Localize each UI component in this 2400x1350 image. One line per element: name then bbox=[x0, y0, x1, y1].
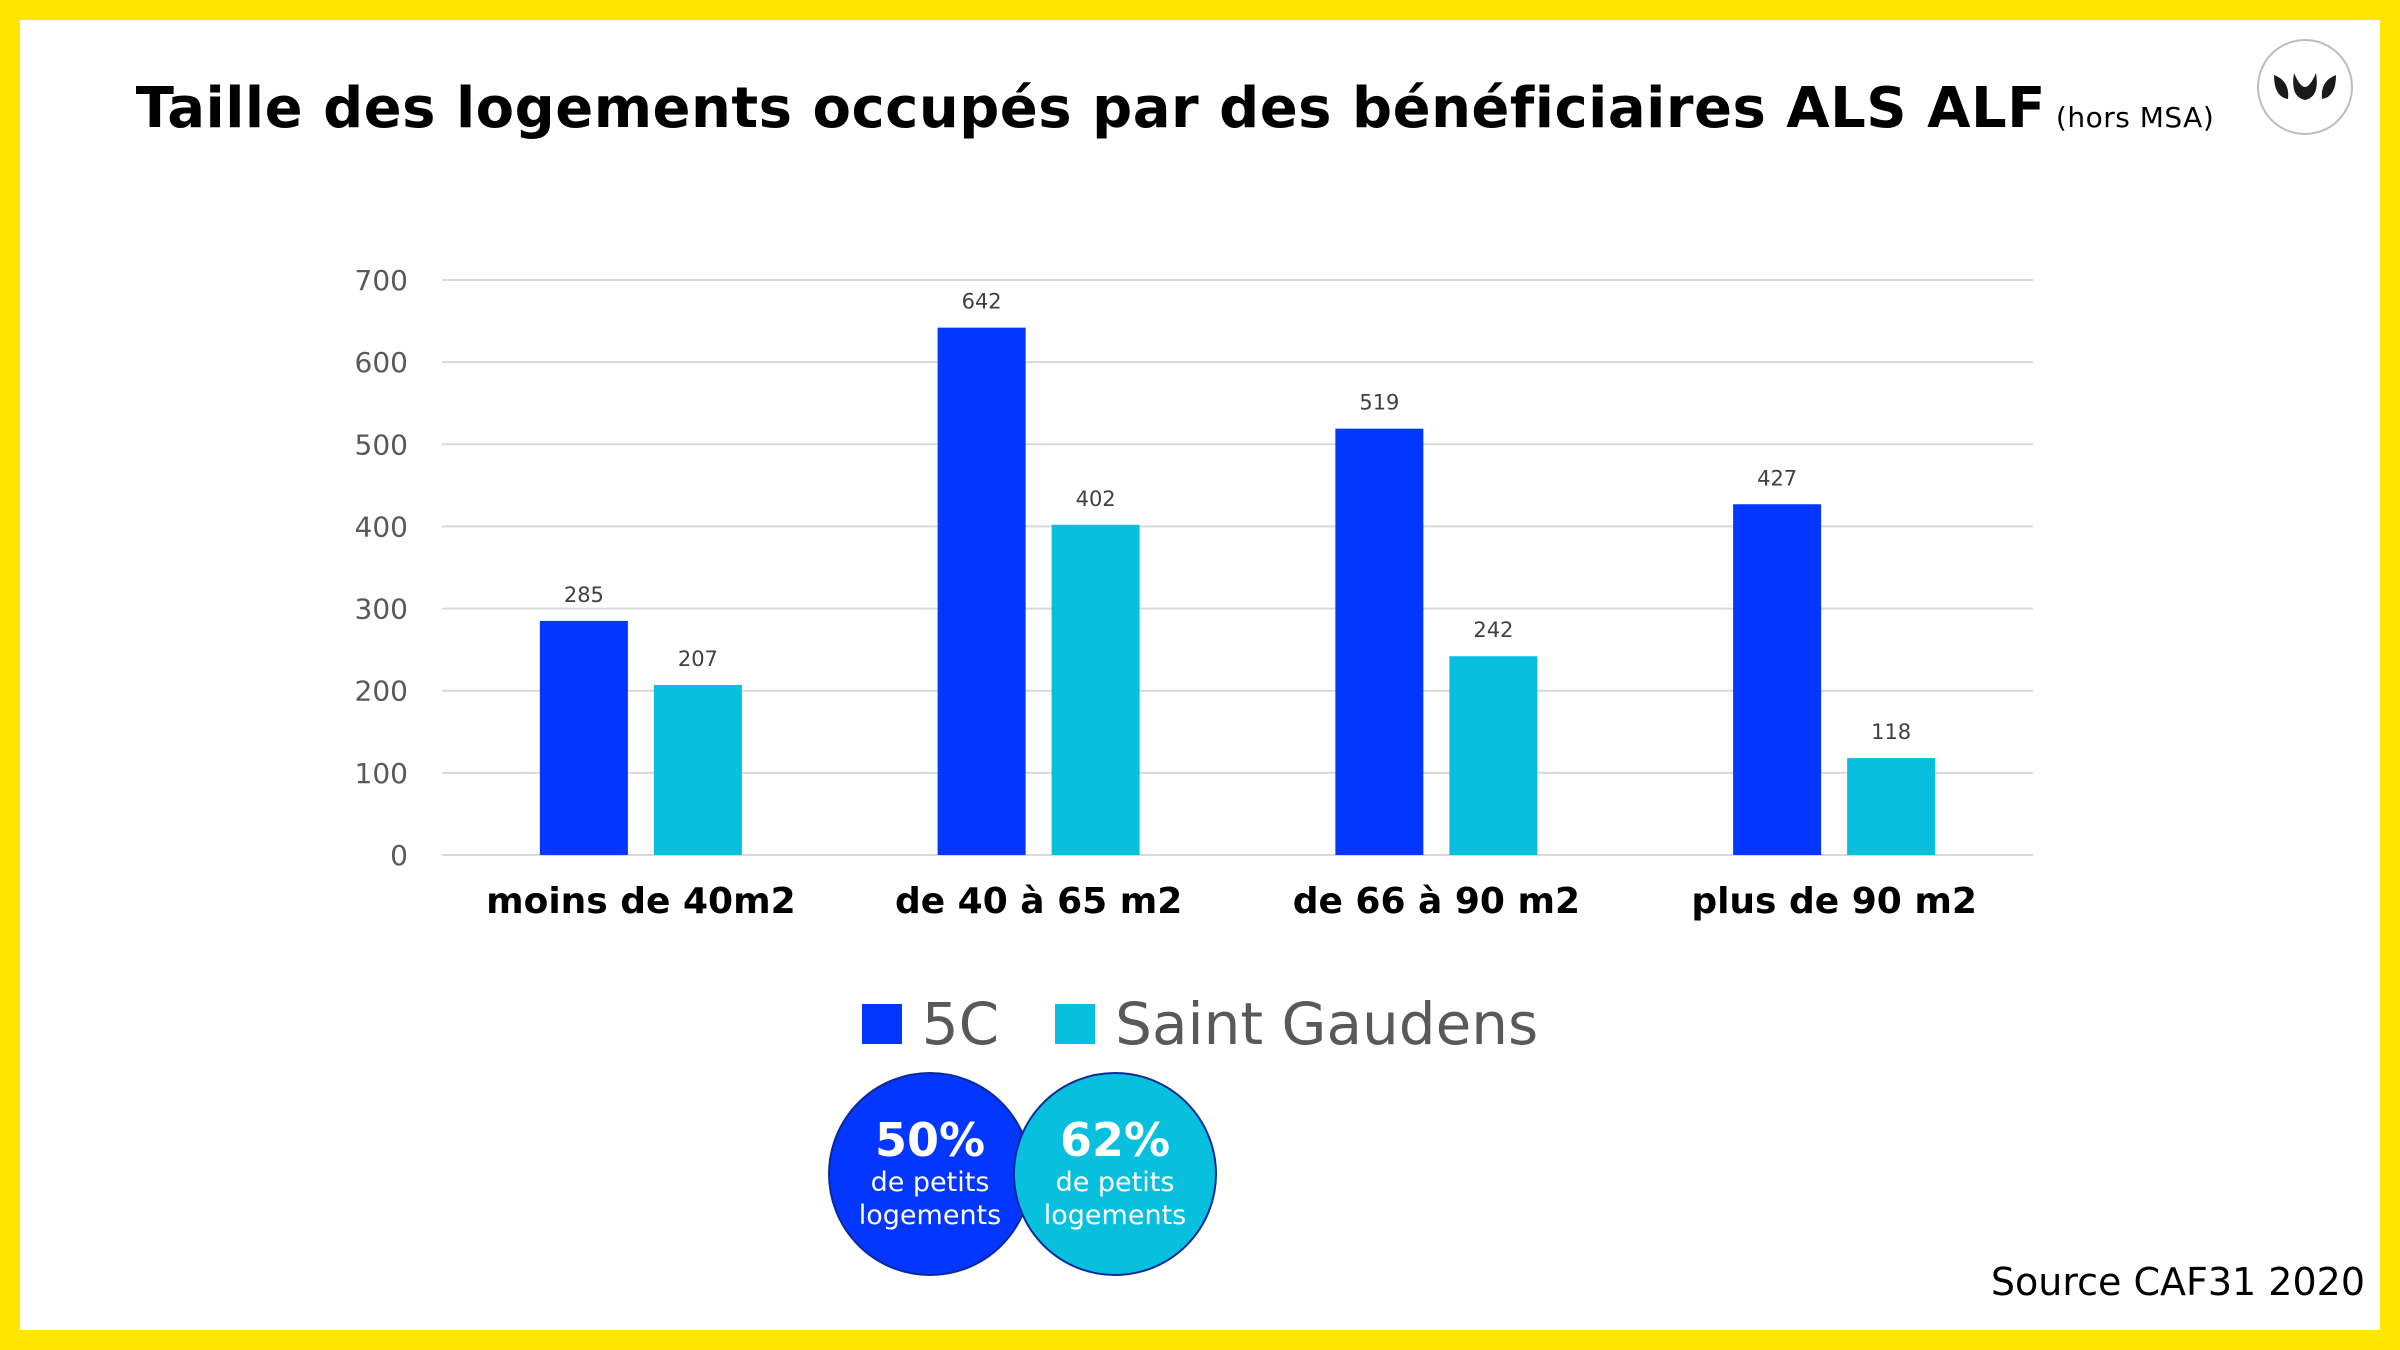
y-tick-label: 500 bbox=[355, 428, 408, 461]
data-label: 427 bbox=[1757, 466, 1797, 490]
data-label: 207 bbox=[678, 647, 718, 671]
highlight-bubble-saint-gaudens: 62% de petits logements bbox=[1013, 1072, 1217, 1276]
bar-5c bbox=[1733, 504, 1822, 855]
data-label: 285 bbox=[564, 583, 604, 607]
y-tick-label: 200 bbox=[355, 675, 408, 708]
data-label: 402 bbox=[1076, 487, 1116, 511]
bar-saint-gaudens bbox=[1449, 656, 1538, 855]
x-tick-label: moins de 40m2 bbox=[486, 881, 796, 922]
y-tick-label: 600 bbox=[355, 346, 408, 379]
highlight-value: 62% bbox=[1059, 1112, 1171, 1167]
data-label: 242 bbox=[1473, 618, 1513, 642]
x-tick-label: plus de 90 m2 bbox=[1691, 881, 1977, 922]
title-suffix: (hors MSA) bbox=[2055, 101, 2215, 134]
legend-label-5c: 5C bbox=[921, 990, 1000, 1058]
bar-chart: 0 100 200 300 400 500 600 700 285 207 moins de 40m… bbox=[355, 264, 2033, 922]
highlight-text: de petits logements bbox=[858, 1166, 1002, 1232]
chart-legend: 5C Saint Gaudens bbox=[20, 990, 2380, 1058]
x-tick-label: de 40 à 65 m2 bbox=[895, 881, 1182, 922]
legend-swatch-saint-gaudens bbox=[1055, 1004, 1096, 1044]
bar-5c bbox=[539, 620, 628, 855]
legend-item-saint-gaudens: Saint Gaudens bbox=[1055, 990, 1538, 1058]
y-tick-label: 0 bbox=[390, 839, 408, 872]
chart-title: Taille des logements occupés par des bén… bbox=[20, 76, 2330, 141]
leaf-logo-icon bbox=[2257, 39, 2353, 135]
source-note: Source CAF31 2020 bbox=[1990, 1260, 2365, 1304]
highlight-value: 50% bbox=[874, 1112, 986, 1167]
bar-saint-gaudens bbox=[1051, 524, 1140, 855]
legend-item-5c: 5C bbox=[861, 990, 1000, 1058]
data-label: 519 bbox=[1359, 391, 1399, 415]
highlight-text: de petits logements bbox=[1043, 1166, 1187, 1232]
x-tick-label: de 66 à 90 m2 bbox=[1293, 881, 1580, 922]
y-tick-label: 400 bbox=[355, 510, 408, 543]
y-tick-label: 100 bbox=[355, 757, 408, 790]
highlight-bubble-5c: 50% de petits logements bbox=[828, 1072, 1032, 1276]
legend-label-saint-gaudens: Saint Gaudens bbox=[1115, 990, 1539, 1058]
bar-saint-gaudens bbox=[653, 684, 742, 855]
bar-5c bbox=[937, 327, 1026, 856]
data-label: 118 bbox=[1871, 720, 1911, 744]
y-tick-label: 300 bbox=[355, 593, 408, 626]
bar-saint-gaudens bbox=[1847, 758, 1936, 855]
y-tick-label: 700 bbox=[355, 264, 408, 297]
title-text: Taille des logements occupés par des bén… bbox=[135, 76, 2046, 141]
bar-5c bbox=[1335, 428, 1424, 855]
data-label: 642 bbox=[962, 290, 1002, 314]
legend-swatch-5c bbox=[861, 1004, 902, 1044]
slide: Taille des logements occupés par des bén… bbox=[20, 20, 2380, 1330]
